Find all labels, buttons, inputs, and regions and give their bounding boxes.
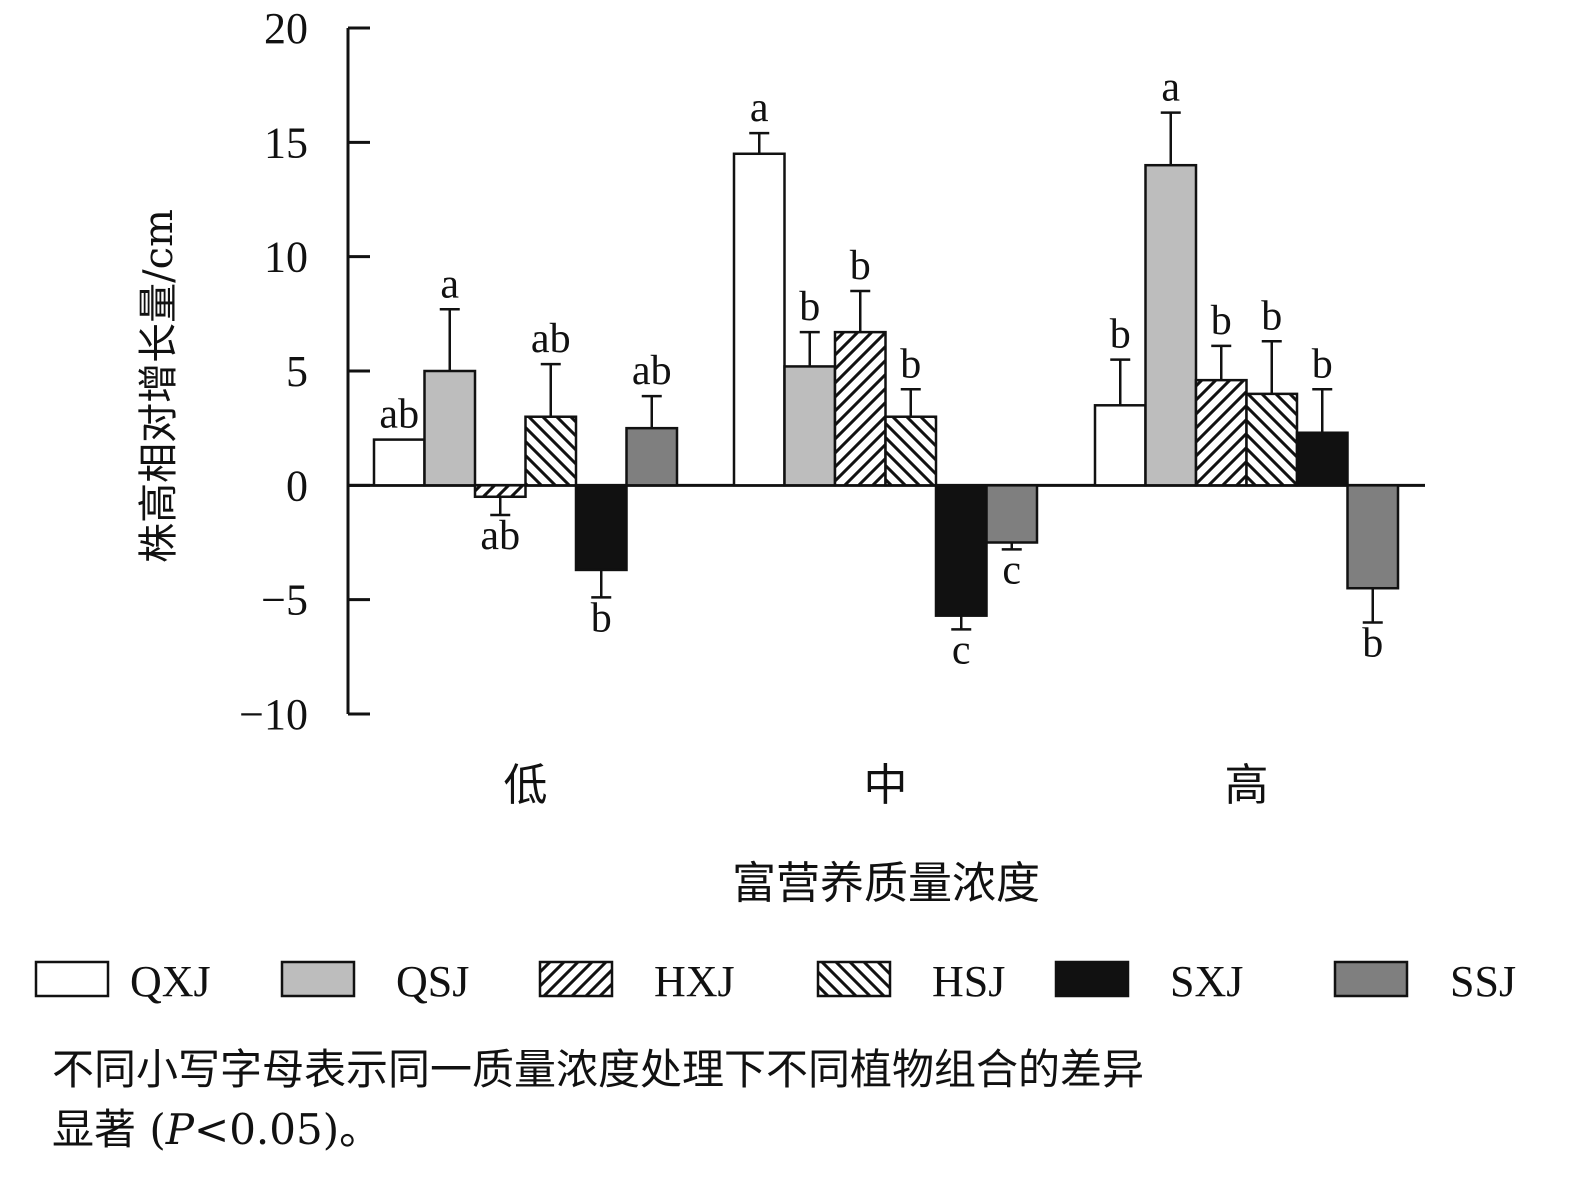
bar-qxj-0: [372, 438, 426, 487]
y-tick-label: 0: [286, 461, 308, 510]
x-axis-title: 富营养质量浓度: [732, 858, 1040, 909]
significance-letter: b: [591, 595, 612, 641]
bar-ssj-2: [1346, 484, 1400, 590]
footnote-line-1: 不同小写字母表示同一质量浓度处理下不同植物组合的差异: [52, 1045, 1145, 1094]
significance-letter: b: [1312, 341, 1333, 387]
footnote-line-2-suffix: <0.05)。: [194, 1105, 382, 1154]
bar-hxj-2: [1194, 378, 1248, 487]
significance-letter: b: [1110, 312, 1131, 358]
significance-letter: ab: [480, 513, 520, 559]
y-tick-label: −10: [239, 690, 308, 739]
significance-letter: a: [750, 85, 769, 131]
bar-qsj-2: [1144, 163, 1198, 487]
y-tick-label: −5: [261, 576, 308, 625]
bars: [372, 111, 1400, 631]
legend: QXJ QSJ HXJ HSJ SXJ SSJ: [34, 957, 1516, 1006]
significance-letter: ab: [379, 392, 419, 438]
significance-letter: b: [1261, 293, 1282, 339]
legend-swatch-hsj: [816, 960, 892, 998]
legend-swatch-sxj: [1054, 960, 1130, 998]
significance-letter: ab: [531, 316, 571, 362]
axes: −10 −5 0 5 10 15 20 株高相对增长量/cm: [136, 4, 1425, 739]
legend-label-ssj: SSJ: [1450, 957, 1516, 1006]
y-tick-label: 15: [264, 118, 308, 167]
significance-letter: ab: [632, 348, 672, 394]
bar-qxj-2: [1093, 404, 1147, 487]
significance-letter: b: [799, 284, 820, 330]
bar-hxj-0: [473, 484, 527, 499]
bar-qxj-1: [732, 152, 786, 487]
x-category-label: 中: [864, 760, 908, 811]
bar-sxj-0: [574, 484, 628, 572]
y-tick-label: 10: [264, 233, 308, 282]
significance-letter: b: [900, 341, 921, 387]
bar-hsj-2: [1245, 392, 1299, 487]
legend-swatch-qsj: [280, 960, 356, 998]
footnote-p-variable: P: [165, 1105, 195, 1154]
x-category-label: 高: [1225, 760, 1269, 811]
legend-label-sxj: SXJ: [1170, 957, 1243, 1006]
legend-swatch-ssj: [1333, 960, 1409, 998]
legend-label-hxj: HXJ: [654, 957, 735, 1006]
legend-label-qsj: QSJ: [396, 957, 469, 1006]
legend-label-qxj: QXJ: [130, 957, 211, 1006]
bar-sxj-2: [1295, 431, 1349, 487]
legend-swatch-qxj: [34, 960, 110, 998]
legend-swatch-hxj: [538, 960, 614, 998]
bar-hsj-0: [524, 415, 578, 487]
bar-qsj-0: [423, 369, 477, 487]
significance-letter: b: [1362, 621, 1383, 667]
bar-hxj-1: [833, 330, 887, 487]
footnote-line-2-prefix: 显著 (: [52, 1105, 166, 1154]
bar-ssj-1: [985, 484, 1039, 544]
significance-letter: a: [440, 261, 459, 307]
significance-letter: c: [952, 627, 971, 673]
significance-letter: a: [1161, 65, 1180, 111]
significance-letter: b: [1211, 298, 1232, 344]
significance-letter: b: [850, 243, 871, 289]
bar-hsj-1: [884, 415, 938, 487]
bar-qsj-1: [783, 365, 837, 487]
significance-letter: c: [1002, 547, 1021, 593]
y-tick-label: 20: [264, 4, 308, 53]
legend-label-hsj: HSJ: [932, 957, 1005, 1006]
footnote: 不同小写字母表示同一质量浓度处理下不同植物组合的差异 显著 (P<0.05)。: [52, 1040, 1532, 1160]
x-category-label: 低: [504, 760, 548, 811]
bar-sxj-1: [934, 484, 988, 617]
y-tick-label: 5: [286, 347, 308, 396]
bar-ssj-0: [625, 426, 679, 487]
y-axis-title: 株高相对增长量/cm: [136, 209, 182, 563]
